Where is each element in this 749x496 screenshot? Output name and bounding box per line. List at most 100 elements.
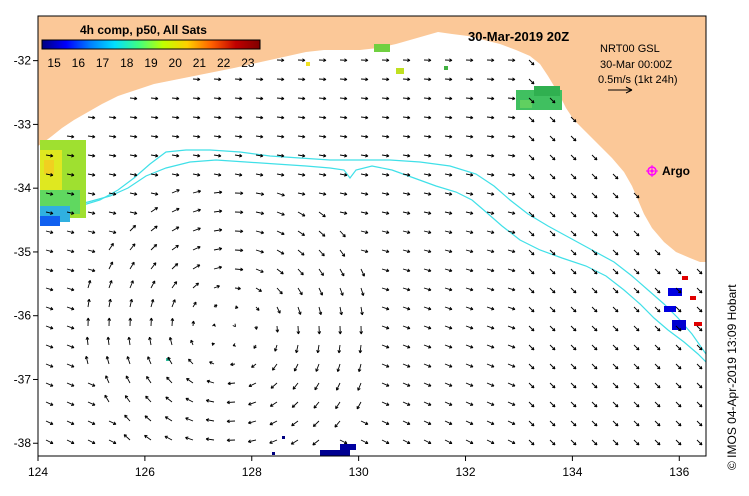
current-vector <box>360 230 369 234</box>
map-frame <box>37 15 707 457</box>
current-vector <box>234 267 244 272</box>
current-vector <box>465 420 474 425</box>
current-vector <box>633 211 640 218</box>
current-vector <box>591 287 598 294</box>
current-vector <box>423 173 432 177</box>
current-vector <box>297 211 306 217</box>
current-vector <box>612 420 619 427</box>
current-vector <box>654 249 661 256</box>
current-vector <box>402 344 411 349</box>
colorbar-tick-label: 23 <box>241 56 255 70</box>
current-vector <box>612 325 619 332</box>
current-vector <box>591 382 598 389</box>
current-vector <box>108 115 117 120</box>
y-tick-label: -32 <box>14 54 32 68</box>
current-vector <box>696 363 703 370</box>
current-vector <box>297 134 306 139</box>
current-vector <box>255 173 264 177</box>
current-vector <box>360 173 369 177</box>
current-vector <box>66 420 75 425</box>
current-vector <box>360 115 369 120</box>
current-vector <box>127 336 131 346</box>
current-vector <box>339 287 344 296</box>
current-vector <box>128 317 133 327</box>
current-vector <box>66 439 75 445</box>
current-vector <box>66 401 75 406</box>
current-vector <box>549 306 556 313</box>
current-vector <box>549 401 556 408</box>
current-vector <box>129 134 138 139</box>
current-vector <box>402 287 411 292</box>
current-vector <box>486 96 495 101</box>
current-vector <box>381 96 390 101</box>
current-vector <box>570 173 577 180</box>
current-vector <box>402 58 411 63</box>
current-vector <box>612 192 619 199</box>
current-vector <box>465 439 474 445</box>
current-vector <box>213 228 223 232</box>
current-vector <box>87 401 96 406</box>
current-vector <box>254 325 258 330</box>
current-vector <box>591 249 598 256</box>
current-vector <box>129 115 138 120</box>
current-vector <box>87 134 96 139</box>
current-vector <box>108 153 117 158</box>
current-vector <box>270 382 278 389</box>
current-vector <box>507 58 516 63</box>
current-vector <box>292 382 299 390</box>
current-vector <box>87 153 96 158</box>
current-vector <box>528 135 535 142</box>
current-vector <box>696 325 703 332</box>
current-vector <box>66 287 75 292</box>
current-vector <box>339 96 348 101</box>
current-vector <box>247 439 257 444</box>
current-vector <box>507 96 516 101</box>
current-vector <box>402 153 411 158</box>
current-vector <box>66 268 75 273</box>
current-vector <box>528 287 535 294</box>
current-vector <box>381 58 390 63</box>
current-vector <box>423 77 432 82</box>
current-vector <box>125 375 131 384</box>
current-vector <box>255 192 265 196</box>
current-vector <box>150 207 159 213</box>
current-vector <box>612 230 619 237</box>
current-vector <box>192 245 201 251</box>
current-vector <box>108 242 114 251</box>
current-vector <box>171 115 180 120</box>
x-tick-label: 124 <box>28 465 48 479</box>
current-vector <box>381 439 390 445</box>
current-vector <box>402 115 411 120</box>
current-vector <box>528 401 535 408</box>
current-vector <box>360 268 366 277</box>
current-vector <box>315 363 320 372</box>
current-vector <box>108 298 112 308</box>
current-vector <box>633 420 640 427</box>
current-vector <box>87 382 96 387</box>
current-vector <box>171 173 180 177</box>
current-vector <box>335 401 341 410</box>
current-vector <box>423 96 432 101</box>
current-vector <box>297 268 304 276</box>
current-vector <box>66 344 75 349</box>
current-vector <box>45 344 54 349</box>
current-vector <box>206 379 215 384</box>
current-vector <box>313 401 320 409</box>
y-tick-label: -38 <box>14 436 32 450</box>
current-vector <box>612 173 619 180</box>
current-vector <box>339 153 348 158</box>
current-vector <box>528 97 535 104</box>
current-vector <box>150 173 159 177</box>
current-vector <box>213 115 222 120</box>
current-vector <box>486 192 495 196</box>
current-vector <box>213 285 220 289</box>
current-vector <box>549 382 556 389</box>
current-vector <box>528 59 535 66</box>
current-vector <box>381 344 390 349</box>
current-vector <box>87 230 96 234</box>
current-vector <box>87 249 96 254</box>
argo-float-marker[interactable] <box>646 165 658 177</box>
current-vector <box>126 356 131 365</box>
current-vector <box>675 306 682 313</box>
current-vector <box>234 153 243 158</box>
